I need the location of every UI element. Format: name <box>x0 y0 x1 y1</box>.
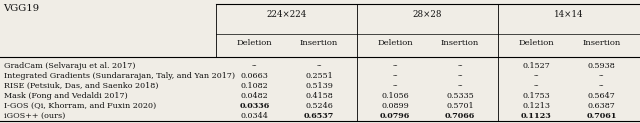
Text: 0.6537: 0.6537 <box>304 112 334 120</box>
Text: 28×28: 28×28 <box>413 10 442 19</box>
Text: --: -- <box>316 62 322 70</box>
Text: Deletion: Deletion <box>378 39 413 47</box>
Text: --: -- <box>599 82 604 90</box>
Text: 0.0336: 0.0336 <box>239 102 269 110</box>
Text: Integrated Gradients (Sundararajan, Taly, and Yan 2017): Integrated Gradients (Sundararajan, Taly… <box>4 72 235 80</box>
Text: 0.5701: 0.5701 <box>446 102 474 110</box>
Text: --: -- <box>392 72 398 80</box>
Text: --: -- <box>252 62 257 70</box>
Text: Mask (Fong and Vedaldi 2017): Mask (Fong and Vedaldi 2017) <box>4 92 127 100</box>
Text: --: -- <box>457 62 463 70</box>
Text: --: -- <box>457 82 463 90</box>
Text: 0.1056: 0.1056 <box>381 92 409 100</box>
Text: --: -- <box>599 72 604 80</box>
Text: Insertion: Insertion <box>582 39 621 47</box>
Text: 0.0482: 0.0482 <box>241 92 268 100</box>
Text: 0.1123: 0.1123 <box>521 112 552 120</box>
Text: GradCam (Selvaraju et al. 2017): GradCam (Selvaraju et al. 2017) <box>4 62 135 70</box>
Text: 0.5938: 0.5938 <box>588 62 616 70</box>
Text: 0.1753: 0.1753 <box>522 92 550 100</box>
Text: --: -- <box>534 72 539 80</box>
Text: Deletion: Deletion <box>518 39 554 47</box>
Text: 0.5246: 0.5246 <box>305 102 333 110</box>
Text: Insertion: Insertion <box>300 39 338 47</box>
Text: 0.1213: 0.1213 <box>522 102 550 110</box>
Text: 0.2551: 0.2551 <box>305 72 333 80</box>
Text: 0.4158: 0.4158 <box>305 92 333 100</box>
Text: 0.1527: 0.1527 <box>522 62 550 70</box>
Text: 0.5335: 0.5335 <box>446 92 474 100</box>
Text: --: -- <box>392 62 398 70</box>
Text: --: -- <box>457 72 463 80</box>
Text: RISE (Petsiuk, Das, and Saenko 2018): RISE (Petsiuk, Das, and Saenko 2018) <box>4 82 158 90</box>
Text: 0.7066: 0.7066 <box>445 112 475 120</box>
Text: 0.0344: 0.0344 <box>241 112 268 120</box>
Text: 224×224: 224×224 <box>267 10 307 19</box>
Text: 0.7061: 0.7061 <box>586 112 617 120</box>
Text: 0.0899: 0.0899 <box>381 102 409 110</box>
Text: iGOS++ (ours): iGOS++ (ours) <box>4 112 65 120</box>
Text: --: -- <box>392 82 398 90</box>
Text: 0.5647: 0.5647 <box>588 92 616 100</box>
Text: Insertion: Insertion <box>441 39 479 47</box>
Text: 0.1082: 0.1082 <box>241 82 268 90</box>
Text: 0.0796: 0.0796 <box>380 112 410 120</box>
Text: 0.6387: 0.6387 <box>588 102 616 110</box>
Text: 14×14: 14×14 <box>554 10 584 19</box>
Text: 0.5139: 0.5139 <box>305 82 333 90</box>
Text: 0.0663: 0.0663 <box>241 72 268 80</box>
Text: Deletion: Deletion <box>237 39 272 47</box>
Text: I-GOS (Qi, Khorram, and Fuxin 2020): I-GOS (Qi, Khorram, and Fuxin 2020) <box>4 102 156 110</box>
Text: VGG19: VGG19 <box>3 4 39 13</box>
Text: --: -- <box>534 82 539 90</box>
